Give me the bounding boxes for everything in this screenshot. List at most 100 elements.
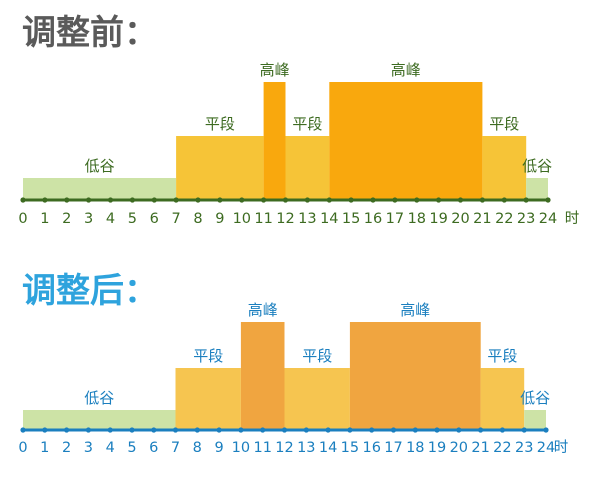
segment-valley-6 [524,410,546,430]
segment-peak-2 [240,322,285,430]
chart-title-before: 调整前： [22,13,158,53]
tick-dot-21 [478,427,484,433]
tick-label-4: 4 [106,211,115,227]
tick-label-3: 3 [84,211,93,227]
tick-dot-16 [370,197,376,203]
tick-label-16: 16 [364,211,382,227]
tick-dot-18 [412,427,418,433]
segment-peak-4 [329,82,483,200]
tick-label-21: 21 [471,440,489,456]
tick-dot-20 [457,197,464,203]
tick-dot-3 [86,197,92,203]
tick-label-14: 14 [319,440,337,456]
segment-label-0: 低谷 [84,389,114,407]
segment-flat-5 [480,368,525,430]
tick-label-5: 5 [128,211,137,227]
tick-dot-10 [238,427,244,433]
tick-label-11: 11 [253,440,271,456]
tick-label-24: 24 [537,440,555,456]
segment-label-4: 高峰 [391,61,421,79]
tick-dot-23 [523,197,529,203]
segment-flat-5 [482,136,527,200]
tick-label-19: 19 [429,211,447,227]
tick-dot-14 [326,197,332,203]
segment-label-3: 平段 [302,347,332,365]
tick-dot-3 [85,427,91,433]
tick-dot-0 [20,197,26,203]
tick-dot-16 [369,427,375,433]
tick-label-22: 22 [495,211,513,227]
segment-label-0: 低谷 [85,157,115,175]
tick-dot-5 [129,427,135,433]
tick-dot-17 [392,197,398,203]
tick-label-3: 3 [84,440,93,456]
tick-label-0: 0 [18,211,27,227]
tick-label-12: 12 [276,211,294,227]
tick-dot-9 [216,427,222,433]
segment-label-3: 平段 [292,115,322,133]
tick-label-6: 6 [149,440,158,456]
tick-label-2: 2 [62,211,71,227]
tick-label-11: 11 [254,211,272,227]
segment-label-6: 低谷 [520,389,550,407]
tick-label-5: 5 [127,440,136,456]
segment-label-1: 平段 [205,115,235,133]
tick-dot-4 [107,427,113,433]
tick-dot-19 [434,427,440,433]
tick-label-10: 10 [233,211,251,227]
x-unit-label: 时 [554,439,569,456]
tick-label-20: 20 [450,440,468,456]
tick-label-21: 21 [473,211,491,227]
tick-label-7: 7 [171,440,180,456]
tick-dot-6 [151,197,157,203]
tick-dot-8 [194,427,200,433]
tick-label-24: 24 [539,211,557,227]
segment-label-6: 低谷 [522,157,552,175]
segment-flat-3 [285,136,330,200]
x-unit-label: 时 [565,210,580,227]
tick-label-20: 20 [451,211,469,227]
tick-dot-0 [20,427,26,433]
segment-label-5: 平段 [489,115,519,133]
tick-dot-7 [173,197,179,203]
tick-dot-21 [479,197,485,203]
tick-label-13: 13 [297,440,315,456]
tick-dot-7 [172,427,179,433]
tick-dot-18 [414,197,420,203]
tick-label-2: 2 [62,440,71,456]
segment-peak-4 [349,322,481,430]
tick-label-0: 0 [18,440,27,456]
tick-label-8: 8 [193,440,202,456]
tick-label-8: 8 [193,211,202,227]
tick-dot-15 [348,197,354,203]
segment-label-4: 高峰 [400,301,430,319]
tick-label-4: 4 [106,440,115,456]
tick-dot-23 [521,427,527,433]
tick-dot-2 [64,427,70,433]
tick-label-12: 12 [275,440,293,456]
tick-dot-13 [303,427,309,433]
tick-dot-1 [42,197,48,203]
tick-dot-22 [499,427,505,433]
tick-dot-4 [107,197,114,203]
tick-label-15: 15 [341,440,359,456]
tick-label-7: 7 [171,211,180,227]
segment-valley-0 [23,178,177,200]
tick-dot-11 [261,197,267,203]
tick-label-14: 14 [320,211,338,227]
tick-label-23: 23 [515,440,533,456]
tick-label-15: 15 [342,211,360,227]
chart-title-after: 调整后： [22,271,158,311]
tick-dot-8 [195,197,201,203]
tick-dot-19 [436,197,442,203]
tick-label-18: 18 [408,211,426,227]
segment-valley-6 [526,178,548,200]
tick-dot-13 [304,197,310,203]
segment-flat-1 [175,368,241,430]
tick-dot-6 [151,427,157,433]
tick-dot-12 [282,197,289,203]
tick-dot-1 [42,427,48,433]
